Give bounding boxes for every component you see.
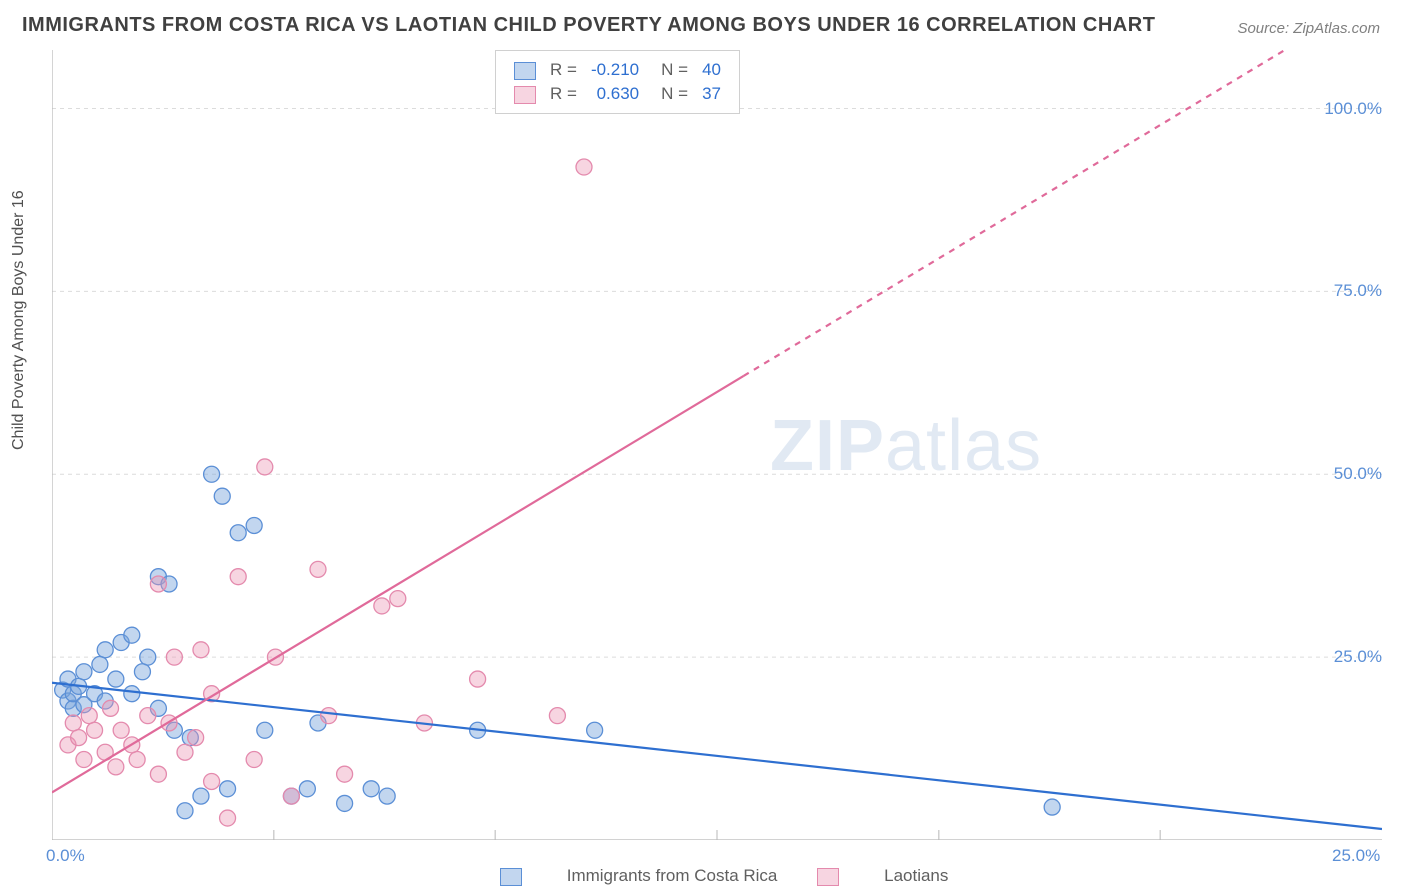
y-axis-label: Child Poverty Among Boys Under 16	[10, 190, 28, 450]
legend-row: R =-0.210N =40	[508, 59, 727, 81]
legend-swatch-icon	[817, 868, 839, 886]
correlation-chart	[52, 50, 1382, 840]
page-title: IMMIGRANTS FROM COSTA RICA VS LAOTIAN CH…	[22, 14, 1155, 37]
legend-swatch-icon	[514, 86, 536, 104]
legend-item: Laotians	[817, 866, 948, 885]
x-tick-label: 25.0%	[1332, 846, 1380, 866]
y-tick-label: 75.0%	[1312, 281, 1382, 301]
source-attribution: Source: ZipAtlas.com	[1237, 20, 1380, 37]
legend-row: R =0.630N =37	[508, 83, 727, 105]
y-tick-label: 50.0%	[1312, 464, 1382, 484]
x-tick-label: 0.0%	[46, 846, 85, 866]
legend-item: Immigrants from Costa Rica	[500, 866, 777, 885]
y-tick-label: 25.0%	[1312, 647, 1382, 667]
y-tick-label: 100.0%	[1312, 99, 1382, 119]
series-legend: Immigrants from Costa Rica Laotians	[500, 865, 988, 886]
correlation-legend: R =-0.210N =40R =0.630N =37	[495, 50, 740, 114]
legend-swatch-icon	[514, 62, 536, 80]
legend-swatch-icon	[500, 868, 522, 886]
